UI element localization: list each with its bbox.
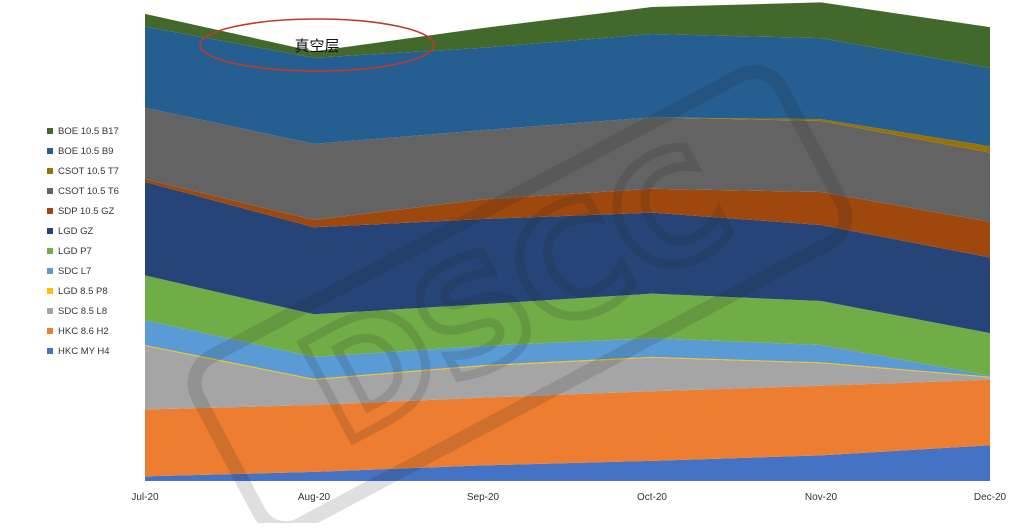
legend-swatch [47,308,53,314]
legend-swatch [47,208,53,214]
x-tick-label: Dec-20 [974,492,1007,503]
legend-swatch [47,188,53,194]
legend-label: SDC L7 [58,265,92,277]
legend-swatch [47,268,53,274]
legend-item: BOE 10.5 B17 [47,121,157,141]
legend-item: SDC 8.5 L8 [47,301,157,321]
legend-label: CSOT 10.5 T7 [58,165,119,177]
legend-swatch [47,128,53,134]
area-lgd-gz [145,181,990,334]
legend-label: LGD 8.5 P8 [58,285,108,297]
x-tick-label: Sep-20 [467,492,500,503]
legend-item: LGD 8.5 P8 [47,281,157,301]
x-axis-ticks: Jul-20 Aug-20 Sep-20 Oct-20 Nov-20 Dec-20 [131,492,1006,503]
x-tick-label: Aug-20 [298,492,331,503]
area-sdc-8-5-l8 [145,345,990,410]
legend-label: SDP 10.5 GZ [58,205,115,217]
legend-label: LGD P7 [58,245,92,257]
area-csot-10-5-t6 [145,107,990,222]
legend-swatch [47,168,53,174]
legend-swatch [47,348,53,354]
x-tick-label: Oct-20 [637,492,667,503]
legend-item: HKC 8.6 H2 [47,321,157,341]
area-boe-10-5-b9 [145,26,990,147]
area-sdp-10-5-gz [145,179,990,258]
area-sdc-l7 [145,320,990,379]
legend-swatch [47,228,53,234]
legend-item: LGD P7 [47,241,157,261]
legend-item: SDC L7 [47,261,157,281]
legend: BOE 10.5 B17 BOE 10.5 B9 CSOT 10.5 T7 CSOT … [47,121,157,361]
legend-label: CSOT 10.5 T6 [58,185,119,197]
legend-swatch [47,148,53,154]
area-csot-10-5-t7 [145,107,990,153]
legend-swatch [47,328,53,334]
legend-item: CSOT 10.5 T6 [47,181,157,201]
area-hkc-8-6-h2 [145,379,990,477]
legend-label: BOE 10.5 B9 [58,145,114,157]
legend-swatch [47,248,53,254]
legend-item: LGD GZ [47,221,157,241]
area-boe-10-5-b17 [145,2,990,68]
legend-swatch [47,288,53,294]
x-tick-label: Nov-20 [805,492,838,503]
watermark-frame [187,64,853,528]
area-lgd-p7 [145,275,990,376]
legend-label: HKC 8.6 H2 [58,325,109,337]
annotation: 真空层 [199,18,435,72]
annotation-label: 真空层 [294,37,339,55]
annotation-ellipse [199,18,435,72]
legend-label: HKC MY H4 [58,345,110,357]
x-tick-label: Jul-20 [131,492,159,503]
legend-label: SDC 8.5 L8 [58,305,108,317]
legend-label: BOE 10.5 B17 [58,125,119,137]
legend-item: HKC MY H4 [47,341,157,361]
area-series-group [145,2,990,481]
legend-label: LGD GZ [58,225,94,237]
legend-item: SDP 10.5 GZ [47,201,157,221]
legend-item: BOE 10.5 B9 [47,141,157,161]
legend-item: CSOT 10.5 T7 [47,161,157,181]
